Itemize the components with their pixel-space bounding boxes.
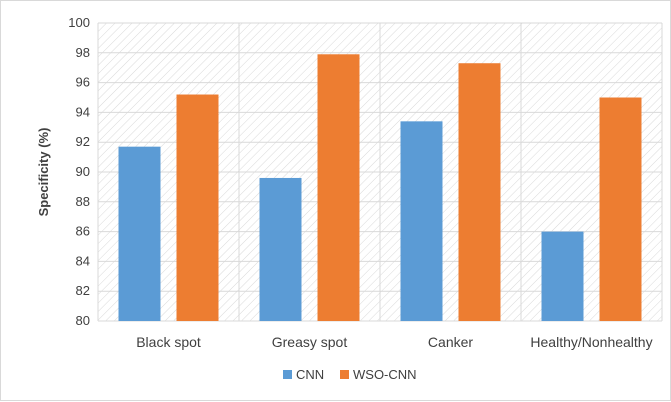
bar-wso-cnn-2 (317, 54, 360, 321)
y-tick-label: 94 (76, 104, 90, 119)
bar-wso-cnn-4 (599, 97, 642, 321)
x-category-label: Healthy/Nonhealthy (530, 334, 652, 350)
y-tick-label: 80 (76, 313, 90, 328)
y-tick-label: 84 (76, 253, 90, 268)
bar-wso-cnn-1 (176, 94, 219, 322)
y-tick-label: 100 (68, 15, 90, 30)
bar-cnn-3 (400, 121, 443, 321)
bar-wso-cnn-3 (458, 63, 501, 321)
legend-label-wso-cnn: WSO-CNN (353, 367, 417, 382)
y-tick-label: 86 (76, 224, 90, 239)
x-category-label: Greasy spot (272, 334, 348, 350)
y-axis-label: Specificity (%) (36, 128, 51, 217)
y-tick-label: 96 (76, 75, 90, 90)
y-tick-label: 92 (76, 134, 90, 149)
bar-cnn-1 (118, 146, 161, 321)
y-tick-label: 82 (76, 283, 90, 298)
y-tick-label: 90 (76, 164, 90, 179)
legend-swatch-wso-cnn (340, 370, 349, 379)
x-category-label: Black spot (136, 334, 201, 350)
legend-label-cnn: CNN (296, 367, 324, 382)
bars (118, 54, 642, 322)
legend: CNN WSO-CNN (283, 367, 417, 382)
y-axis-ticks: 80 82 84 86 88 90 92 94 96 98 100 (68, 15, 90, 328)
bar-cnn-4 (541, 231, 584, 321)
y-tick-label: 88 (76, 194, 90, 209)
x-axis-categories: Black spot Greasy spot Canker Healthy/Nonhe… (136, 334, 652, 350)
y-tick-label: 98 (76, 45, 90, 60)
legend-swatch-cnn (283, 370, 292, 379)
x-category-label: Canker (428, 334, 473, 350)
bar-cnn-2 (259, 177, 302, 321)
